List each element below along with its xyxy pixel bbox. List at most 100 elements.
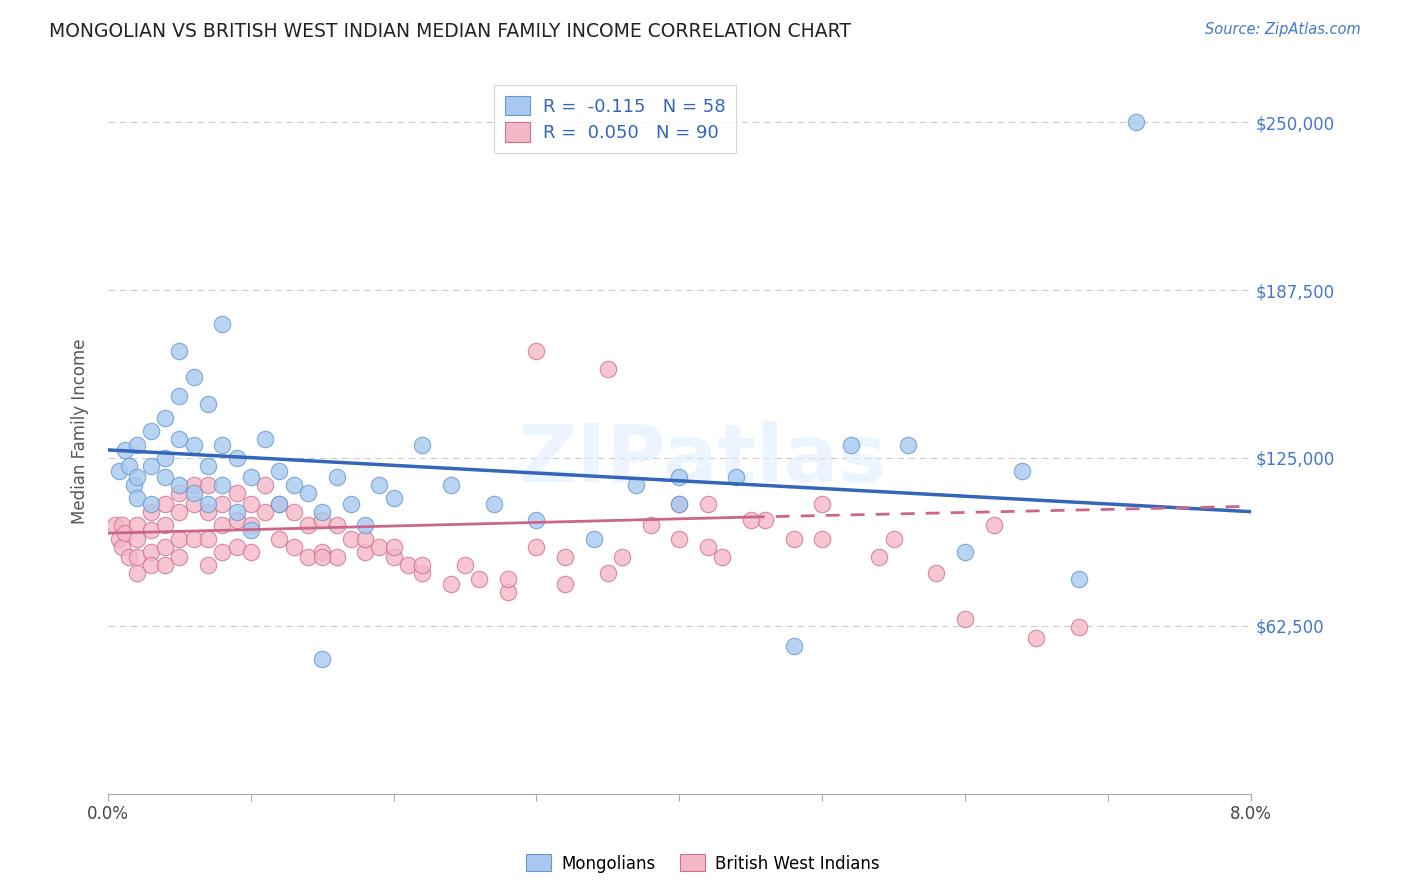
Point [125,491,148,506]
Point [139,458,162,473]
Point [640,518,662,533]
Point [197,397,219,411]
Point [225,540,247,554]
Point [468,572,491,586]
Point [239,545,262,559]
Point [354,545,377,559]
Point [1011,464,1033,478]
Point [668,532,690,546]
Point [811,532,834,546]
Point [153,497,176,511]
Point [596,566,619,581]
Point [311,505,333,519]
Point [340,532,363,546]
Point [197,478,219,492]
Point [211,518,233,533]
Point [496,585,519,599]
Point [197,532,219,546]
Point [382,491,405,506]
Point [696,540,718,554]
Point [311,513,333,527]
Point [254,432,277,446]
Point [153,518,176,533]
Point [139,524,162,538]
Point [183,478,205,492]
Legend: Mongolians, British West Indians: Mongolians, British West Indians [519,847,887,880]
Point [596,362,619,376]
Point [183,437,205,451]
Point [239,524,262,538]
Point [953,545,976,559]
Point [114,442,136,457]
Point [122,478,145,492]
Point [239,518,262,533]
Point [114,526,136,541]
Y-axis label: Median Family Income: Median Family Income [72,338,89,524]
Point [254,505,277,519]
Point [440,478,463,492]
Point [711,550,734,565]
Point [269,497,291,511]
Point [283,540,305,554]
Point [354,532,377,546]
Point [1069,572,1091,586]
Point [754,513,776,527]
Point [211,317,233,331]
Point [125,532,148,546]
Point [153,410,176,425]
Point [139,497,162,511]
Point [382,550,405,565]
Point [382,540,405,554]
Point [311,652,333,666]
Point [153,469,176,483]
Point [139,558,162,573]
Point [153,540,176,554]
Point [169,486,191,500]
Point [325,518,347,533]
Point [839,437,862,451]
Point [104,518,127,533]
Point [118,458,141,473]
Point [411,566,433,581]
Point [153,450,176,465]
Text: ZIPatlas: ZIPatlas [517,421,886,500]
Point [197,558,219,573]
Point [225,486,247,500]
Point [582,532,605,546]
Text: MONGOLIAN VS BRITISH WEST INDIAN MEDIAN FAMILY INCOME CORRELATION CHART: MONGOLIAN VS BRITISH WEST INDIAN MEDIAN … [49,22,851,41]
Point [108,464,131,478]
Point [554,577,576,591]
Point [111,540,134,554]
Point [169,432,191,446]
Point [139,545,162,559]
Point [283,478,305,492]
Point [297,518,319,533]
Text: Source: ZipAtlas.com: Source: ZipAtlas.com [1205,22,1361,37]
Point [183,486,205,500]
Point [225,450,247,465]
Point [411,558,433,573]
Point [169,343,191,358]
Point [111,518,134,533]
Point [325,550,347,565]
Point [297,486,319,500]
Point [211,497,233,511]
Point [668,497,690,511]
Point [239,497,262,511]
Point [125,437,148,451]
Point [925,566,948,581]
Point [254,478,277,492]
Point [169,532,191,546]
Point [183,370,205,384]
Point [153,558,176,573]
Point [211,478,233,492]
Point [396,558,419,573]
Point [612,550,634,565]
Point [197,458,219,473]
Legend: R =  -0.115   N = 58, R =  0.050   N = 90: R = -0.115 N = 58, R = 0.050 N = 90 [494,85,737,153]
Point [169,389,191,403]
Point [269,497,291,511]
Point [125,550,148,565]
Point [139,424,162,438]
Point [269,464,291,478]
